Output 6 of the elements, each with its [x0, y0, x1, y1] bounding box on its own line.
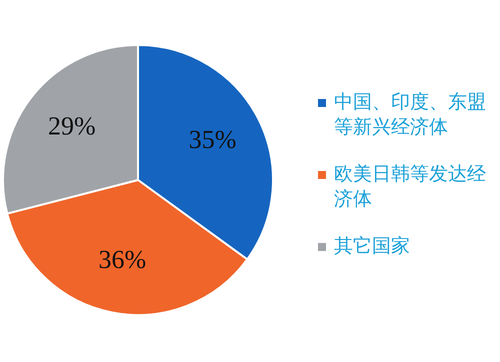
- legend-label: 欧美日韩等发达经济体: [334, 162, 487, 212]
- data-label: 35%: [188, 124, 236, 154]
- legend-label: 中国、印度、东盟等新兴经济体: [334, 90, 487, 140]
- data-label: 29%: [48, 112, 96, 141]
- legend-label: 其它国家: [334, 234, 410, 259]
- data-label: 36%: [98, 245, 146, 274]
